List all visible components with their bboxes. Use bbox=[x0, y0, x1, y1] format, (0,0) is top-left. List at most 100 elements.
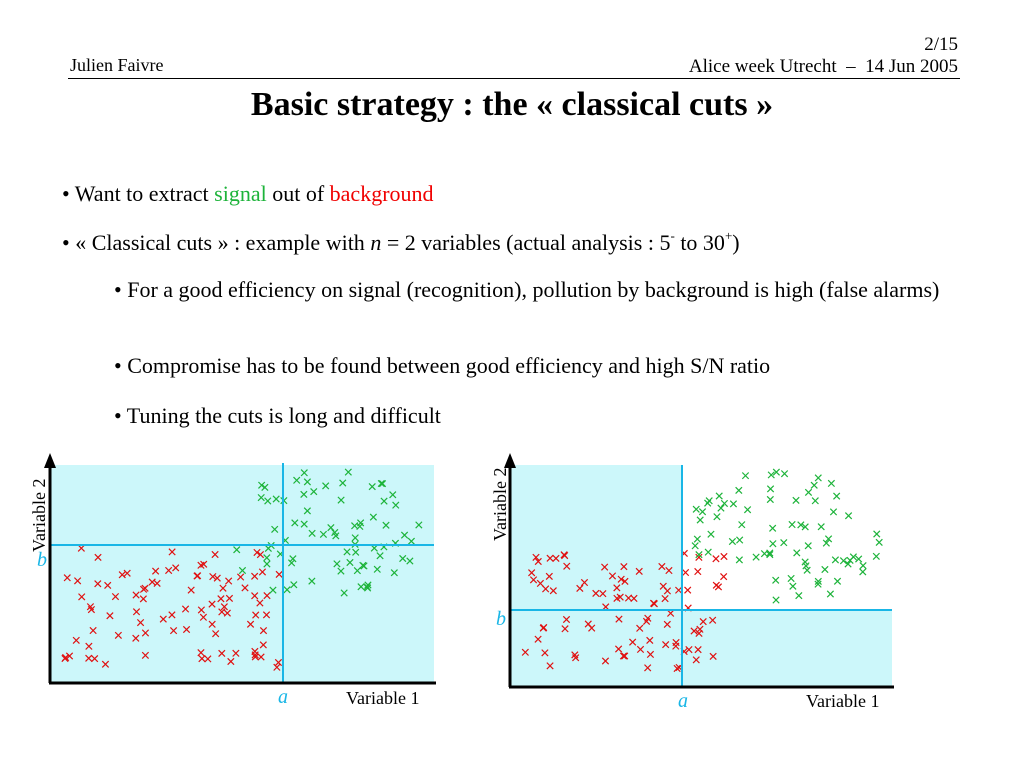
left-y-arrow bbox=[44, 453, 56, 468]
signal-marker bbox=[872, 552, 880, 560]
background-marker bbox=[614, 645, 623, 653]
right-xlabel: Variable 1 bbox=[806, 691, 879, 711]
signal-marker bbox=[337, 567, 345, 575]
signal-marker bbox=[797, 521, 805, 529]
signal-marker bbox=[707, 530, 715, 538]
signal-marker bbox=[300, 520, 308, 528]
background-marker bbox=[685, 645, 693, 654]
background-marker bbox=[114, 631, 122, 639]
background-marker bbox=[141, 651, 150, 659]
signal-marker bbox=[844, 512, 853, 520]
signal-marker bbox=[741, 472, 750, 480]
signal-marker bbox=[238, 566, 247, 575]
background-marker bbox=[592, 589, 600, 597]
signal-marker bbox=[340, 589, 348, 597]
signal-marker bbox=[829, 508, 838, 516]
background-marker bbox=[187, 586, 195, 594]
background-marker bbox=[204, 655, 212, 663]
signal-marker bbox=[264, 497, 272, 505]
background-marker bbox=[692, 656, 700, 664]
author-name: Julien Faivre bbox=[70, 55, 164, 75]
background-marker bbox=[563, 562, 571, 570]
right-ylabel: Variable 2 bbox=[490, 468, 510, 541]
background-marker bbox=[546, 662, 554, 670]
signal-marker bbox=[389, 491, 397, 499]
background-marker bbox=[73, 577, 82, 585]
background-marker bbox=[85, 654, 93, 662]
background-marker bbox=[241, 584, 249, 592]
signal-marker bbox=[290, 581, 298, 589]
background-marker bbox=[560, 551, 568, 559]
signal-marker bbox=[382, 521, 390, 529]
signal-marker bbox=[283, 586, 291, 594]
left-cut-a-label: a bbox=[278, 686, 288, 708]
background-marker bbox=[232, 649, 240, 657]
venue-date: Alice week Utrecht – 14 Jun 2005 bbox=[688, 56, 958, 77]
background-marker bbox=[666, 609, 675, 617]
background-marker bbox=[132, 591, 140, 599]
background-marker bbox=[193, 572, 202, 580]
signal-marker bbox=[378, 479, 387, 488]
signal-marker bbox=[772, 596, 780, 604]
signal-marker bbox=[849, 553, 858, 561]
left-xlabel: Variable 1 bbox=[346, 688, 419, 708]
signal-marker bbox=[352, 548, 360, 556]
signal-marker bbox=[407, 537, 415, 545]
bullet-classical-cuts: • « Classical cuts » : example with n = … bbox=[62, 227, 740, 255]
header-rule bbox=[68, 78, 960, 79]
signal-marker bbox=[810, 481, 818, 489]
signal-marker bbox=[788, 520, 796, 529]
signal-marker bbox=[767, 471, 775, 479]
background-marker bbox=[198, 655, 206, 663]
background-marker bbox=[528, 569, 536, 577]
background-marker bbox=[675, 586, 683, 594]
background-marker bbox=[262, 611, 271, 619]
background-marker bbox=[197, 606, 206, 614]
left-ylabel: Variable 2 bbox=[29, 479, 49, 552]
background-marker bbox=[615, 615, 623, 623]
signal-marker bbox=[802, 562, 810, 570]
background-marker bbox=[694, 645, 702, 654]
background-marker bbox=[200, 560, 208, 568]
signal-marker bbox=[377, 479, 385, 488]
signal-marker bbox=[729, 500, 738, 508]
signal-marker bbox=[839, 557, 848, 565]
signal-marker bbox=[795, 592, 803, 600]
background-marker bbox=[636, 645, 645, 654]
signal-marker bbox=[728, 537, 737, 546]
signal-marker bbox=[392, 501, 400, 509]
background-marker bbox=[168, 611, 176, 619]
background-marker bbox=[141, 629, 150, 637]
background-marker bbox=[118, 571, 126, 579]
background-marker bbox=[588, 624, 596, 632]
right-y-arrow bbox=[504, 453, 516, 468]
right-cut-a-label: a bbox=[678, 690, 688, 712]
signal-marker bbox=[873, 530, 881, 538]
bullet-efficiency: • For a good efficiency on signal (recog… bbox=[114, 277, 940, 302]
background-marker bbox=[532, 553, 540, 561]
background-marker bbox=[181, 605, 190, 613]
background-marker bbox=[132, 634, 140, 642]
background-marker bbox=[662, 640, 670, 649]
signal-marker bbox=[337, 496, 345, 504]
background-marker bbox=[148, 578, 156, 586]
signal-marker bbox=[415, 521, 423, 529]
background-marker bbox=[89, 626, 97, 635]
background-marker bbox=[624, 594, 633, 602]
background-marker bbox=[123, 569, 131, 577]
background-marker bbox=[85, 642, 93, 650]
background-marker bbox=[712, 555, 720, 563]
background-marker bbox=[541, 649, 549, 657]
signal-marker bbox=[760, 550, 769, 558]
signal-marker bbox=[333, 560, 341, 568]
signal-marker bbox=[695, 550, 703, 559]
left-cut-b-label: b bbox=[37, 549, 47, 571]
background-marker bbox=[546, 554, 554, 562]
background-marker bbox=[218, 649, 226, 657]
background-marker bbox=[251, 572, 259, 580]
background-marker bbox=[220, 603, 228, 611]
background-marker bbox=[539, 624, 547, 632]
background-word: background bbox=[329, 181, 434, 206]
signal-marker bbox=[353, 567, 361, 575]
background-marker bbox=[86, 603, 95, 611]
